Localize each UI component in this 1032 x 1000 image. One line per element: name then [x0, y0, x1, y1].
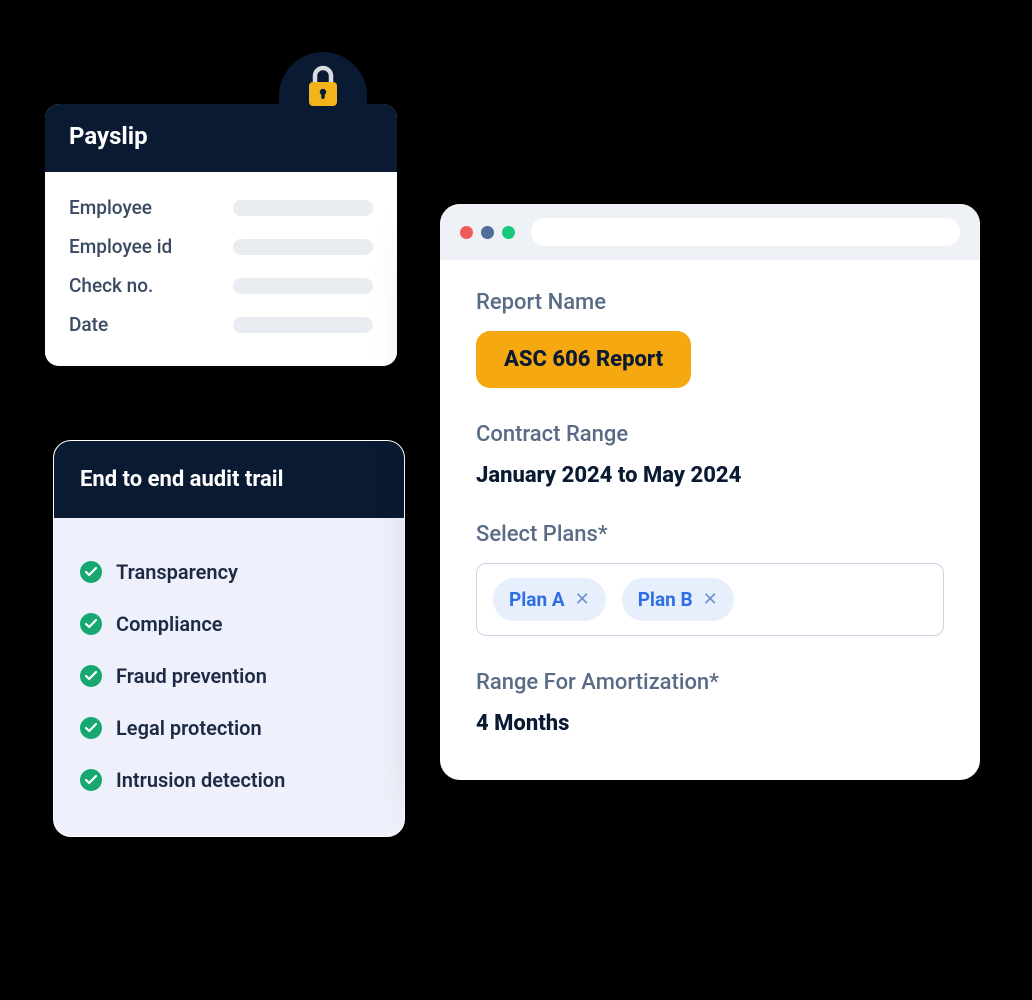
report-name-label: Report Name — [476, 290, 944, 315]
audit-item-label: Transparency — [116, 560, 238, 584]
audit-body: Transparency Compliance Fraud prevention… — [54, 518, 404, 836]
traffic-lights — [460, 226, 515, 239]
audit-item: Intrusion detection — [80, 754, 378, 806]
payslip-row-label: Employee id — [69, 235, 172, 258]
audit-item-label: Legal protection — [116, 716, 262, 740]
payslip-row: Employee — [69, 188, 373, 227]
window-maximize-icon[interactable] — [502, 226, 515, 239]
check-circle-icon — [80, 717, 102, 739]
select-plans-label: Select Plans* — [476, 522, 944, 547]
plan-chip-label: Plan B — [638, 588, 693, 611]
plan-chip-label: Plan A — [509, 588, 565, 611]
remove-plan-icon[interactable]: ✕ — [575, 591, 590, 609]
audit-item-label: Fraud prevention — [116, 664, 267, 688]
audit-item-label: Intrusion detection — [116, 768, 285, 792]
check-circle-icon — [80, 769, 102, 791]
amortization-value: 4 Months — [476, 711, 944, 736]
payslip-row-label: Check no. — [69, 274, 153, 297]
audit-item: Compliance — [80, 598, 378, 650]
contract-range-label: Contract Range — [476, 422, 944, 447]
lock-icon — [304, 64, 342, 110]
report-window: Report Name ASC 606 Report Contract Rang… — [440, 204, 980, 780]
payslip-value-placeholder — [233, 200, 373, 216]
amortization-label: Range For Amortization* — [476, 670, 944, 695]
check-circle-icon — [80, 561, 102, 583]
report-body: Report Name ASC 606 Report Contract Rang… — [440, 260, 980, 780]
check-circle-icon — [80, 665, 102, 687]
window-close-icon[interactable] — [460, 226, 473, 239]
audit-trail-card: End to end audit trail Transparency Comp… — [53, 440, 405, 837]
payslip-row: Employee id — [69, 227, 373, 266]
audit-item: Legal protection — [80, 702, 378, 754]
window-minimize-icon[interactable] — [481, 226, 494, 239]
check-circle-icon — [80, 613, 102, 635]
plan-chip[interactable]: Plan B ✕ — [622, 578, 734, 621]
payslip-card: Payslip Employee Employee id Check no. D… — [45, 104, 397, 366]
audit-item: Transparency — [80, 546, 378, 598]
payslip-value-placeholder — [233, 278, 373, 294]
payslip-value-placeholder — [233, 239, 373, 255]
audit-item-label: Compliance — [116, 612, 223, 636]
plan-chip[interactable]: Plan A ✕ — [493, 578, 606, 621]
payslip-row: Date — [69, 305, 373, 344]
audit-item: Fraud prevention — [80, 650, 378, 702]
payslip-row-label: Employee — [69, 196, 152, 219]
payslip-row-label: Date — [69, 313, 108, 336]
contract-range-value: January 2024 to May 2024 — [476, 463, 944, 488]
payslip-value-placeholder — [233, 317, 373, 333]
audit-title: End to end audit trail — [54, 441, 404, 518]
address-bar[interactable] — [531, 218, 960, 246]
remove-plan-icon[interactable]: ✕ — [703, 591, 718, 609]
lock-tab — [279, 52, 367, 122]
payslip-row: Check no. — [69, 266, 373, 305]
window-chrome — [440, 204, 980, 260]
payslip-body: Employee Employee id Check no. Date — [45, 172, 397, 366]
report-name-value[interactable]: ASC 606 Report — [476, 331, 691, 388]
plans-input[interactable]: Plan A ✕ Plan B ✕ — [476, 563, 944, 636]
